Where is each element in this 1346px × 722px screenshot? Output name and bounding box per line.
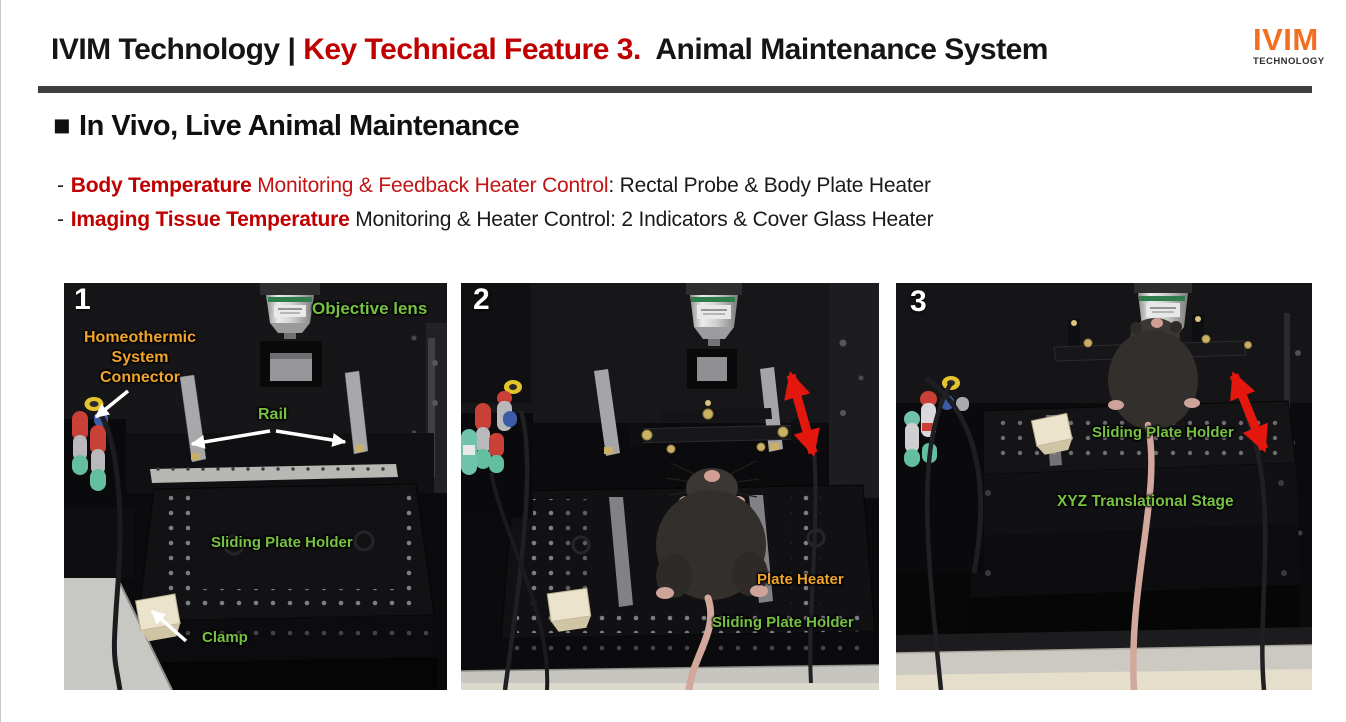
section-heading: ■ In Vivo, Live Animal Maintenance (53, 110, 520, 143)
label-clamp: Clamp (202, 629, 248, 646)
label-sliding-plate-holder: Sliding Plate Holder (1092, 424, 1234, 441)
mouse-tail (1130, 421, 1155, 690)
title-part-black-1: IVIM Technology | (51, 33, 304, 66)
label-objective-lens: Objective lens (312, 299, 428, 318)
table-surface (64, 565, 172, 690)
bullet-red-bold: Body Temperature (70, 174, 252, 197)
objective-lens-illustration (686, 283, 742, 346)
bullet-red-bold: Imaging Tissue Temperature (70, 208, 350, 231)
homeothermic-connectors-illustration (461, 380, 533, 518)
label-sliding-plate-holder: Sliding Plate Holder (712, 614, 854, 631)
homeothermic-connectors-illustration (64, 397, 134, 690)
cables (489, 410, 818, 690)
label-homeothermic-system-connector: Homeothermic System Connector (83, 329, 197, 386)
photo-2-scene (461, 283, 879, 690)
label-rail: Rail (258, 406, 288, 423)
ivim-logo: IVIM TECHNOLOGY (1253, 24, 1333, 67)
white-annotation-arrows (94, 389, 347, 643)
label-plate-heater: Plate Heater (757, 571, 844, 588)
cable (95, 409, 123, 690)
page-title: IVIM Technology | Key Technical Feature … (51, 33, 1048, 67)
mouse-illustration (1108, 318, 1200, 690)
photo-number: 1 (74, 283, 91, 316)
clamp-block-illustration (1030, 412, 1073, 455)
header-divider-bar (38, 86, 1312, 93)
bullet-black: Monitoring & Heater Control: 2 Indicator… (349, 208, 934, 231)
sliding-plate-illustration (134, 483, 438, 690)
bullet-body-temperature: - Body Temperature Monitoring & Feedback … (57, 169, 933, 203)
photo-1-scene (64, 283, 447, 690)
label-sliding-plate-holder: Sliding Plate Holder (211, 534, 353, 551)
bullet-black: : Rectal Probe & Body Plate Heater (608, 174, 931, 197)
right-frame-column (829, 283, 879, 498)
photo-2-stage-with-mouse: 2 Plate Heater Sliding Plate Holder (461, 283, 879, 690)
mouse-illustration (656, 460, 768, 690)
photo-number: 2 (473, 283, 490, 316)
bullet-dash: - (57, 208, 64, 231)
red-double-arrow (784, 371, 820, 457)
xyz-stage-illustration (896, 400, 1300, 658)
title-part-red: Key Technical Feature 3. (303, 33, 641, 66)
photo-3-xyz-stage: 3 Sliding Plate Holder XYZ Translational… (896, 283, 1312, 690)
logo-wordmark: IVIM (1253, 22, 1319, 57)
title-part-black-2: Animal Maintenance System (640, 33, 1048, 66)
mouse-tail (685, 594, 715, 690)
bullet-list: - Body Temperature Monitoring & Feedback … (57, 169, 934, 237)
photo-1-stage-empty: 1 Objective lens Homeothermic System Con… (64, 283, 447, 690)
stage-mount (687, 349, 737, 389)
stage-mount (260, 341, 322, 387)
section-heading-text: In Vivo, Live Animal Maintenance (79, 110, 520, 142)
photo-3-scene (896, 283, 1312, 690)
label-xyz-translational-stage: XYZ Translational Stage (1057, 493, 1234, 510)
bullet-red-regular: Monitoring & Feedback Heater Control (251, 174, 609, 197)
red-double-arrow (1229, 371, 1269, 453)
clamp-block-illustration (546, 587, 592, 632)
bullet-imaging-tissue-temperature: - Imaging Tissue Temperature Monitoring &… (57, 203, 934, 237)
bullet-dash: - (57, 174, 64, 197)
logo-subtitle: TECHNOLOGY (1253, 56, 1325, 67)
photo-number: 3 (910, 285, 927, 318)
objective-lens-illustration (260, 283, 320, 339)
square-bullet-icon: ■ (53, 110, 71, 142)
